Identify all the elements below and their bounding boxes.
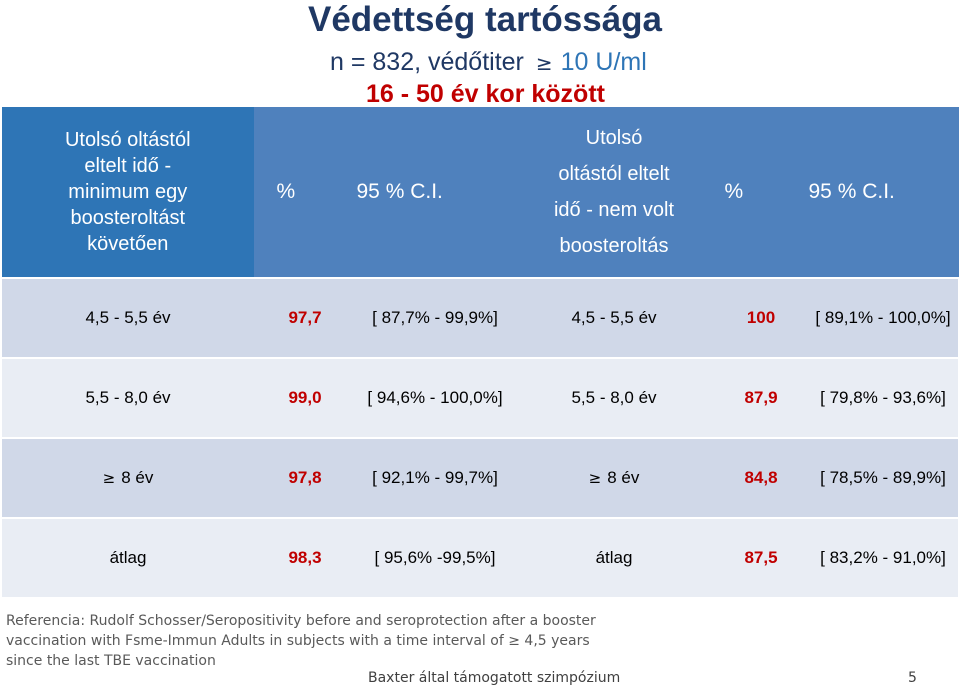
- percent-a: 98,3: [254, 517, 356, 597]
- reference-line-1: Referencia: Rudolf Schosser/Seropositivi…: [6, 613, 596, 629]
- greater-equal-icon: ≥: [588, 469, 602, 487]
- header-ci-b: 95 % C.I.: [808, 107, 959, 278]
- reference-line-2-prefix: vaccination with Fsme-Immun Adults in su…: [6, 633, 504, 649]
- sample-size-subtitle: n = 832, védőtiter ≥10 U/ml: [330, 48, 647, 77]
- interval-b: ≥8 év: [514, 437, 714, 518]
- percent-a: 99,0: [254, 357, 356, 438]
- ci-b: [ 79,8% - 93,6%]: [808, 357, 958, 438]
- header-line: Utolsó oltástól: [64, 129, 191, 151]
- interval-b-label: 8 év: [607, 468, 640, 487]
- greater-equal-icon: ≥: [508, 633, 520, 649]
- header-line: eltelt idő -: [84, 155, 172, 177]
- titer-value: 10 U/ml: [560, 48, 647, 76]
- header-percent-a: %: [254, 107, 357, 278]
- header-ci-a: 95 % C.I.: [356, 107, 515, 278]
- ci-a: [ 94,6% - 100,0%]: [356, 357, 514, 438]
- greater-equal-icon: ≥: [102, 469, 116, 487]
- protection-table: Utolsó oltástól eltelt idő - minimum egy…: [2, 107, 959, 597]
- footer-text: Baxter által támogatott szimpózium: [368, 670, 621, 686]
- interval-b: 4,5 - 5,5 év: [514, 277, 714, 358]
- reference-line-2-suffix: 4,5 years: [524, 633, 590, 649]
- interval-a: ≥8 év: [2, 437, 254, 518]
- header-percent-b: %: [714, 107, 809, 278]
- table-row: 4,5 - 5,5 év 97,7 [ 87,7% - 99,9%] 4,5 -…: [2, 277, 958, 358]
- header-unboosted-interval: Utolsó oltástól eltelt idő - nem volt bo…: [514, 107, 715, 278]
- interval-a: 4,5 - 5,5 év: [2, 277, 254, 358]
- percent-b: 84,8: [714, 437, 808, 518]
- ci-a: [ 92,1% - 99,7%]: [356, 437, 514, 518]
- table-row: 5,5 - 8,0 év 99,0 [ 94,6% - 100,0%] 5,5 …: [2, 357, 958, 438]
- table-row: átlag 98,3 [ 95,6% -99,5%] átlag 87,5 [ …: [2, 517, 958, 597]
- percent-a: 97,8: [254, 437, 356, 518]
- percent-b: 100: [714, 277, 808, 358]
- header-line: idő - nem volt: [553, 199, 675, 221]
- page-number: 5: [908, 670, 917, 686]
- percent-b: 87,9: [714, 357, 808, 438]
- age-range-label: 16 - 50 év kor között: [366, 80, 605, 108]
- header-boosted-interval: Utolsó oltástól eltelt idő - minimum egy…: [2, 107, 255, 278]
- table-row: ≥8 év 97,8 [ 92,1% - 99,7%] ≥8 év 84,8 […: [2, 437, 958, 518]
- percent-a: 97,7: [254, 277, 356, 358]
- header-line: minimum egy: [68, 181, 188, 203]
- interval-a: átlag: [2, 517, 254, 597]
- ci-a: [ 95,6% -99,5%]: [356, 517, 514, 597]
- table-header-row: Utolsó oltástól eltelt idő - minimum egy…: [2, 107, 959, 278]
- header-line: követően: [87, 233, 169, 255]
- ci-a: [ 87,7% - 99,9%]: [356, 277, 514, 358]
- subtitle-prefix: n = 832, védőtiter: [330, 48, 524, 76]
- reference-text: Referencia: Rudolf Schosser/Seropositivi…: [6, 611, 606, 671]
- ci-b: [ 83,2% - 91,0%]: [808, 517, 958, 597]
- header-line: boosteroltás: [559, 235, 669, 257]
- slide-title: Védettség tartóssága: [307, 0, 663, 39]
- ci-b: [ 89,1% - 100,0%]: [808, 277, 958, 358]
- reference-line-3: since the last TBE vaccination: [6, 653, 216, 669]
- interval-b: 5,5 - 8,0 év: [514, 357, 714, 438]
- interval-a: 5,5 - 8,0 év: [2, 357, 254, 438]
- reference-line-2: vaccination with Fsme-Immun Adults in su…: [6, 631, 606, 651]
- interval-b: átlag: [514, 517, 714, 597]
- percent-b: 87,5: [714, 517, 808, 597]
- header-line: oltástól eltelt: [558, 163, 670, 185]
- greater-equal-icon: ≥: [535, 51, 553, 75]
- interval-a-label: 8 év: [121, 468, 154, 487]
- header-line: Utolsó: [585, 127, 643, 149]
- header-line: boosteroltást: [70, 207, 185, 229]
- ci-b: [ 78,5% - 89,9%]: [808, 437, 958, 518]
